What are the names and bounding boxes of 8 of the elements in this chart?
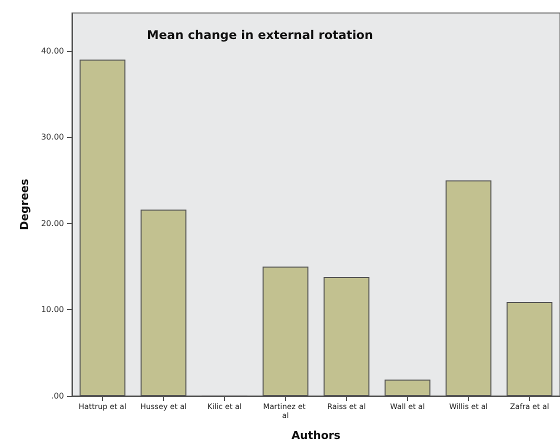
x-axis-title: Authors xyxy=(292,429,341,442)
y-tick-label: 30.00 xyxy=(41,132,64,142)
y-tick-label: 20.00 xyxy=(41,218,64,228)
y-tick-label: 10.00 xyxy=(41,305,64,314)
y-axis-title: Degrees xyxy=(18,178,31,230)
y-tick-label: .00 xyxy=(51,392,64,400)
text: Mean change in external rotation xyxy=(146,28,374,42)
y-tick-label: 40.00 xyxy=(41,46,64,56)
